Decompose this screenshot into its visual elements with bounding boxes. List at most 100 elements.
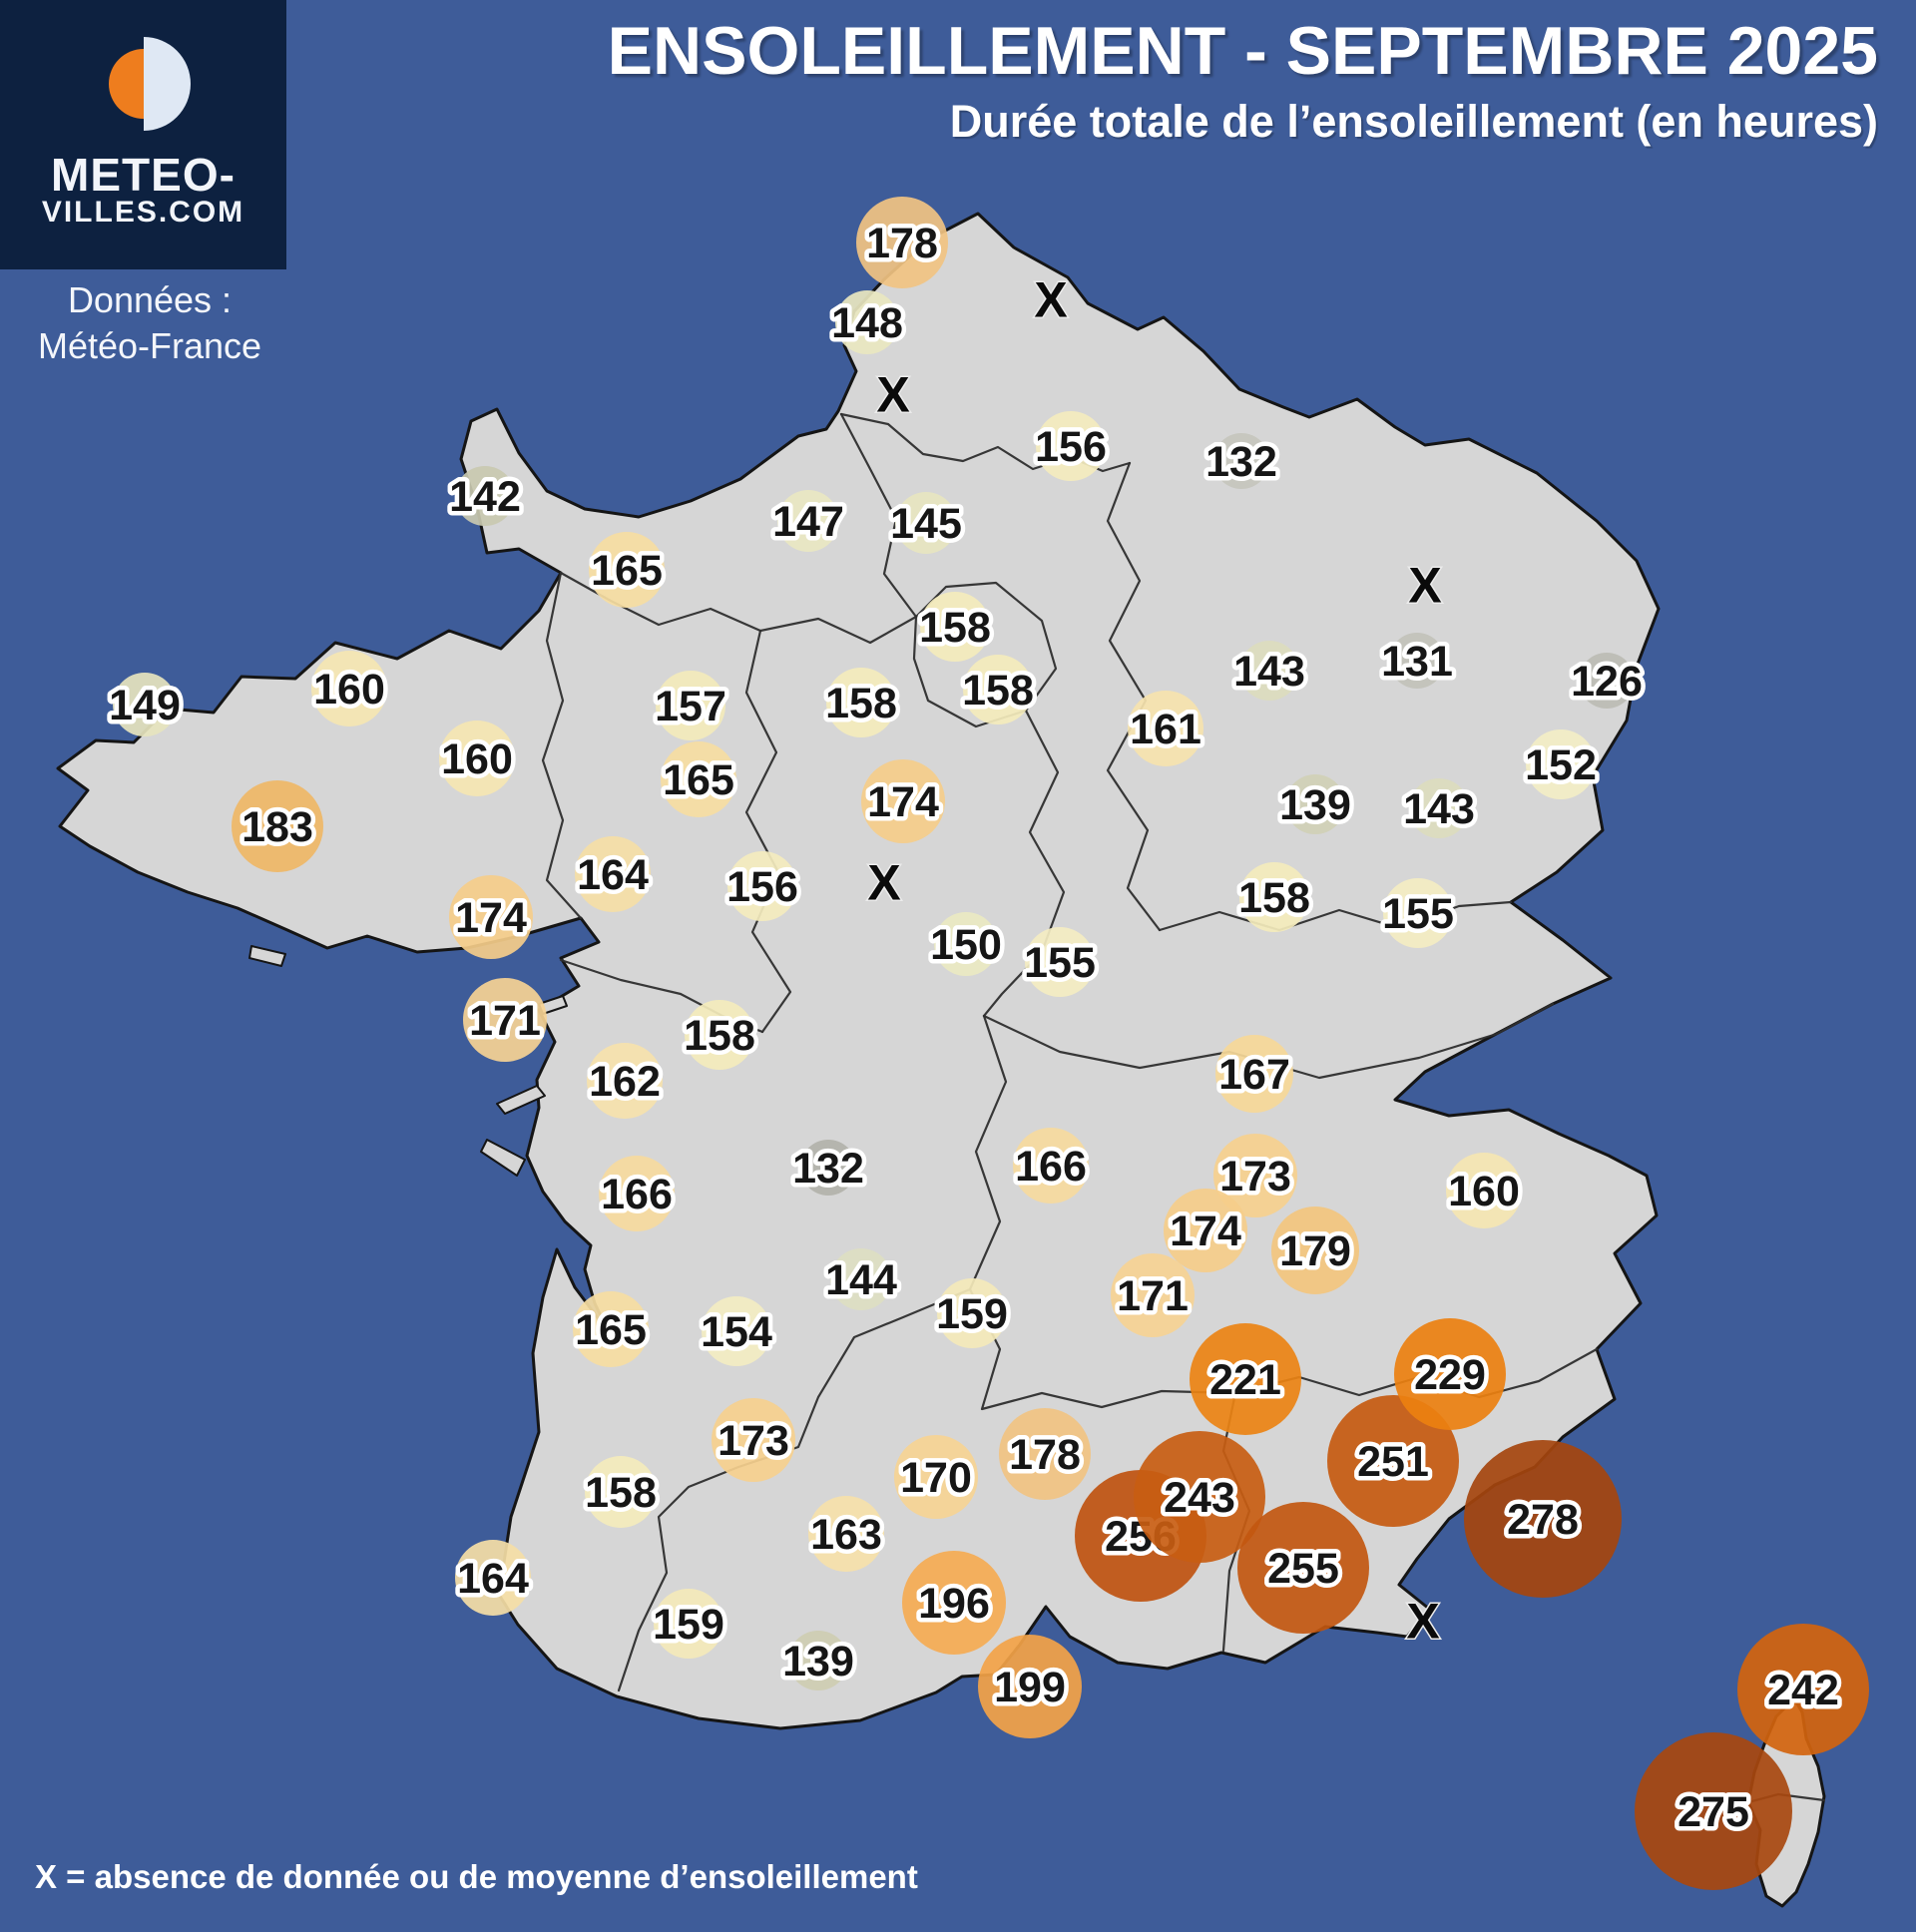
sunshine-bubble: 255 [1237, 1502, 1369, 1634]
bubble-value: 278 [1507, 1496, 1579, 1544]
sunshine-bubble: 150 [926, 912, 1006, 976]
meteo-villes-logo: METEO- VILLES.COM [0, 0, 286, 269]
bubble-circle [573, 1291, 649, 1367]
bubble-circle [861, 759, 945, 843]
bubble-circle [439, 721, 515, 796]
bubble-value: 159 [653, 1601, 724, 1649]
no-data-mark: X [1408, 558, 1441, 614]
sunshine-bubble: 242 [1737, 1624, 1869, 1755]
sunshine-bubble: 178 [856, 197, 948, 288]
bubble-circle [1190, 1323, 1301, 1435]
bubble-value: 139 [782, 1638, 854, 1686]
bubble-value: 152 [1525, 741, 1597, 789]
bubble-circle [702, 1296, 771, 1366]
bubble-value: 173 [1219, 1153, 1291, 1201]
bubble-circle [1164, 1189, 1247, 1272]
sunshine-bubble: 158 [958, 655, 1038, 724]
no-data-legend: X = absence de donnée ou de moyenne d’en… [35, 1858, 918, 1895]
bubble-circle [1013, 1128, 1089, 1204]
bubble-value: 132 [792, 1145, 864, 1193]
sunshine-bubble: 148 [827, 290, 907, 354]
island [480, 1139, 526, 1177]
sunshine-bubble: 160 [1444, 1153, 1524, 1228]
bubble-value: 142 [449, 473, 521, 521]
bubble-value: 158 [962, 667, 1034, 715]
sunshine-bubbles: 178 148 156 142 147 145 132 165 158 158 131 143 126 1… [105, 197, 1869, 1890]
bubble-value: 150 [930, 921, 1002, 969]
sunshine-bubble: 156 [1031, 411, 1111, 481]
bubble-value: 147 [772, 498, 844, 546]
bubble-circle [808, 1496, 884, 1572]
bubble-value: 164 [577, 851, 649, 899]
bubble-circle [902, 1551, 1006, 1655]
sunshine-bubble: 174 [861, 759, 945, 843]
page-title: ENSOLEILLEMENT - SEPTEMBRE 2025 [607, 13, 1878, 89]
sunshine-bubble: 171 [1111, 1253, 1195, 1337]
bubble-value: 183 [241, 803, 313, 851]
sunshine-bubble: 159 [932, 1278, 1012, 1348]
bubble-circle [1134, 1431, 1265, 1563]
sunshine-bubble: 147 [768, 490, 848, 552]
sunshine-bubble: 158 [680, 1000, 759, 1070]
sunshine-bubble: 139 [778, 1631, 858, 1690]
no-data-mark: X [1406, 1594, 1439, 1650]
bubble-circle [685, 1000, 754, 1070]
bubble-value: 157 [655, 683, 726, 730]
bubble-value: 145 [890, 500, 962, 548]
bubble-value: 166 [1015, 1143, 1087, 1191]
bubble-circle [1285, 774, 1345, 834]
sunshine-bubble: 143 [1399, 778, 1479, 838]
bubble-value: 170 [900, 1454, 972, 1502]
logo-moon-orange-icon [109, 49, 144, 119]
logo-moon-white-icon [144, 37, 191, 131]
bubble-circle [1327, 1395, 1459, 1527]
bubble-circle [661, 741, 736, 817]
bubble-circle [895, 492, 957, 554]
bubble-circle [311, 651, 387, 726]
bubble-circle [1239, 641, 1299, 701]
bubble-value: 148 [831, 299, 903, 347]
no-data-mark: X [876, 367, 909, 423]
page-subtitle: Durée totale de l’ensoleillement (en heu… [949, 96, 1878, 147]
bubble-circle [1526, 729, 1596, 799]
bubble-value: 165 [575, 1306, 647, 1354]
bubble-value: 199 [994, 1664, 1066, 1711]
no-data-mark: X [1034, 272, 1067, 328]
bubble-value: 162 [589, 1058, 661, 1106]
bubble-circle [1239, 862, 1309, 932]
island [496, 1085, 546, 1115]
bubble-value: 155 [1024, 939, 1096, 987]
bubble-circle [1213, 433, 1269, 489]
bubble-value: 158 [684, 1012, 755, 1060]
bubble-value: 156 [726, 863, 798, 911]
no-data-marks: X X X X X [866, 270, 1443, 1651]
bubble-circle [654, 1589, 723, 1659]
bubble-circle [978, 1635, 1082, 1738]
sunshine-bubble: 162 [585, 1043, 665, 1119]
bubble-circle [1383, 878, 1453, 948]
sunshine-bubble: 160 [437, 721, 517, 796]
sunshine-bubble: 166 [1011, 1128, 1091, 1204]
sunshine-bubble: 132 [1201, 433, 1281, 491]
bubble-value: 161 [1130, 706, 1201, 753]
bubble-value: 166 [601, 1171, 673, 1218]
data-source: Données : Météo-France [0, 277, 299, 369]
bubble-value: 160 [313, 666, 385, 714]
sunshine-bubble: 164 [573, 836, 653, 912]
sunshine-bubble: 165 [587, 532, 667, 608]
bubble-circle [712, 1398, 795, 1482]
bubble-value: 167 [1218, 1051, 1290, 1099]
sunshine-bubble: 126 [1567, 653, 1647, 711]
bubble-circle [1111, 1253, 1195, 1337]
sunshine-bubble: 160 [309, 651, 389, 726]
sunshine-bubble: 221 [1190, 1323, 1301, 1435]
bubble-value: 139 [1279, 781, 1351, 829]
bubble-circle [727, 851, 797, 921]
bubble-circle [449, 875, 533, 959]
sunshine-bubble: 167 [1214, 1035, 1294, 1113]
bubble-value: 163 [810, 1511, 882, 1559]
sunshine-bubble: 174 [449, 875, 533, 959]
bubble-value: 160 [1448, 1168, 1520, 1215]
sunshine-bubble: 158 [915, 592, 995, 662]
